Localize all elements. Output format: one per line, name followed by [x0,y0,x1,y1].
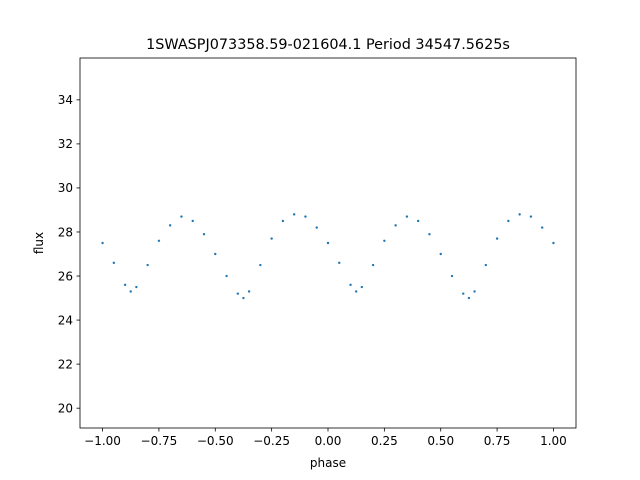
data-point [292,213,296,216]
data-point [214,252,217,256]
data-point [467,296,471,300]
x-axis-label: phase [310,456,346,470]
data-point [360,285,364,289]
x-tick-label: 0.50 [427,434,454,448]
data-point [123,283,127,287]
data-point [439,252,442,256]
data-point [416,219,420,223]
x-tick-label: −0.75 [141,434,178,448]
y-tick-label: 22 [58,357,73,371]
data-point [354,290,358,293]
y-tick-label: 26 [58,269,73,283]
y-tick-label: 34 [58,93,73,107]
data-point [450,274,454,278]
data-point [462,292,465,295]
data-point [101,241,104,245]
y-axis-label: flux [32,232,46,254]
data-point [281,219,285,223]
data-point [304,215,307,218]
scatter-points [101,213,555,300]
data-point [135,285,138,289]
data-point [529,215,533,218]
data-point [326,241,330,245]
data-point [236,292,240,295]
data-point [247,290,251,293]
data-point [540,226,544,229]
data-point [371,263,375,267]
data-point [259,263,262,267]
data-point [168,224,172,227]
x-tick-label: 1.00 [540,434,567,448]
data-point [484,263,488,267]
x-tick-label: 0.00 [315,434,342,448]
x-tick-label: 0.25 [371,434,398,448]
data-point [518,213,521,216]
data-point [394,224,397,227]
data-point [146,263,149,267]
data-point [349,283,352,287]
data-point [225,274,228,278]
data-point [507,219,510,223]
y-axis: 20 22 24 26 28 30 32 34 [58,93,80,415]
x-tick-label: 0.75 [484,434,511,448]
data-point [202,232,206,236]
x-tick-label: −0.25 [253,434,290,448]
x-tick-label: −0.50 [197,434,234,448]
data-point [473,290,476,293]
x-tick-label: −1.00 [84,434,121,448]
data-point [338,261,341,265]
data-point [270,237,273,240]
y-tick-label: 32 [58,137,73,151]
chart-title: 1SWASPJ073358.59-021604.1 Period 34547.5… [146,37,510,53]
y-tick-label: 24 [58,313,73,327]
data-point [191,219,194,223]
data-point [315,226,318,229]
data-point [405,215,409,218]
data-point [495,237,499,240]
data-point [383,239,386,242]
y-tick-label: 20 [58,401,73,415]
data-point [552,241,555,245]
data-point [180,215,183,218]
data-point [112,261,116,265]
y-tick-label: 28 [58,225,73,239]
data-point [129,290,132,293]
data-point [428,232,431,236]
y-tick-label: 30 [58,181,73,195]
data-point [242,296,245,300]
data-point [157,239,161,242]
x-axis: −1.00 −0.75 −0.50 −0.25 0.00 0.25 0.50 0.75 1.00 [84,428,567,448]
